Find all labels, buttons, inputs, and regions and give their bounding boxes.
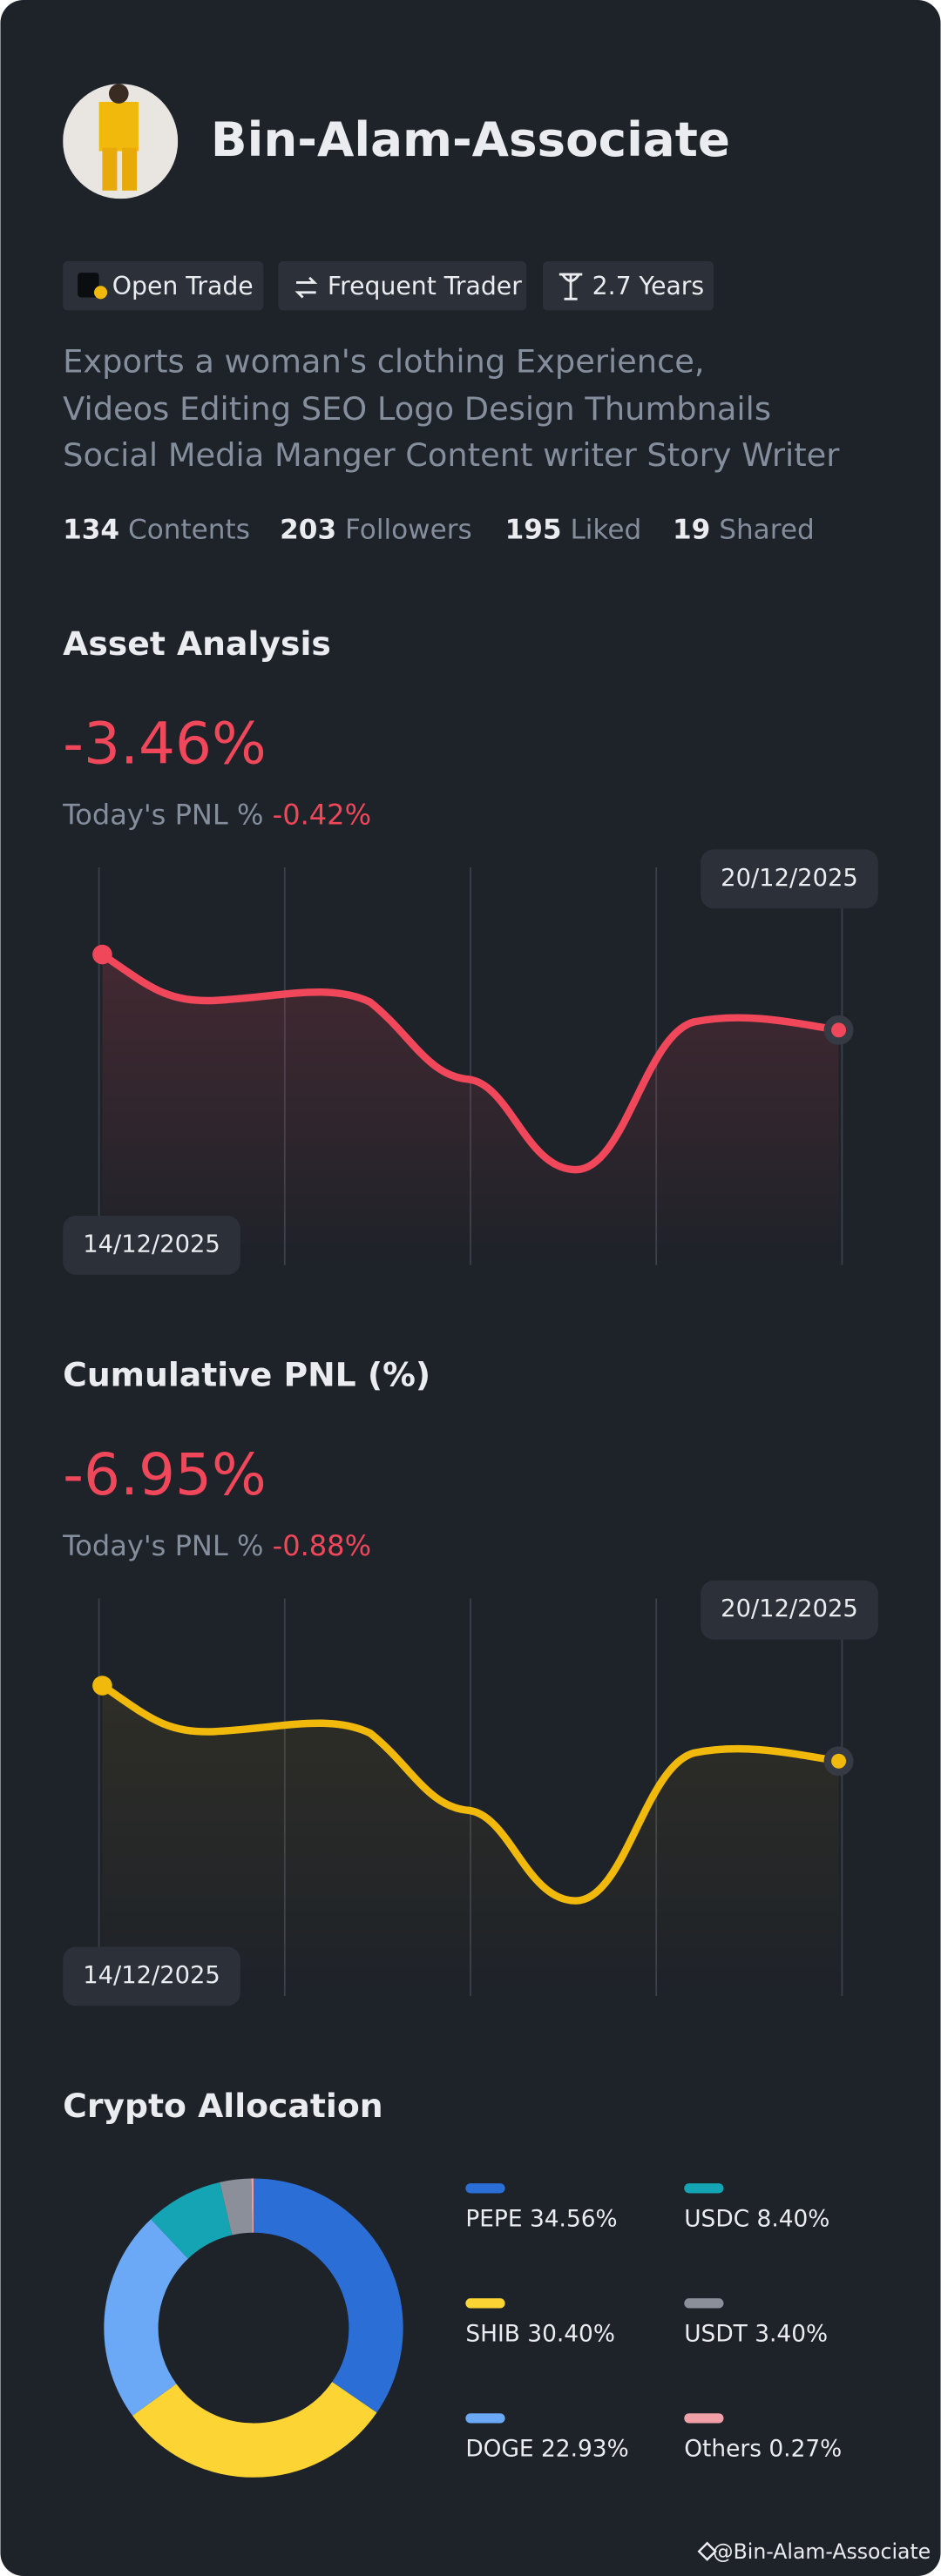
- curve-area: [102, 1685, 839, 1997]
- legend-entry: USDT 3.40%: [684, 2320, 828, 2347]
- today-label: Today's PNL %: [62, 799, 263, 832]
- legend-entry: Others 0.27%: [684, 2435, 842, 2462]
- start-date: 14/12/2025: [83, 1962, 220, 1989]
- start-dot: [92, 944, 112, 965]
- tag-icon: [294, 276, 318, 299]
- end-date: 20/12/2025: [721, 1595, 858, 1622]
- legend-swatch: [684, 2183, 724, 2194]
- curve-area: [102, 954, 839, 1265]
- tag-text: Open Trade: [112, 272, 254, 300]
- today-value: -0.88%: [273, 1529, 371, 1562]
- legend-value: 8.40%: [757, 2205, 830, 2232]
- donut: [104, 2178, 403, 2478]
- donut-segment: [104, 2178, 403, 2478]
- profile-name: Bin-Alam-Associate: [211, 111, 730, 167]
- legend-swatch: [684, 2413, 724, 2424]
- section-title: Asset Analysis: [63, 624, 331, 663]
- end-dot: [831, 1022, 847, 1038]
- footer: @Bin-Alam-Associate: [713, 2539, 931, 2564]
- legend-value: 3.40%: [755, 2320, 828, 2347]
- pnl-value: -6.95%: [63, 1441, 267, 1508]
- section-title: Crypto Allocation: [63, 2087, 382, 2125]
- today-label: Today's PNL %: [62, 1529, 263, 1562]
- stat-count: 203: [280, 514, 336, 545]
- tag-text: Frequent Trader: [328, 272, 522, 300]
- end-date: 20/12/2025: [721, 865, 858, 892]
- legend-entry: PEPE 34.56%: [465, 2205, 617, 2232]
- footer-icon: [697, 2541, 717, 2561]
- donut-segment: [104, 2178, 403, 2478]
- today-value: -0.42%: [273, 799, 371, 832]
- stat-label: Followers: [345, 514, 472, 545]
- stat[interactable]: 19 Shared: [673, 514, 815, 545]
- avatar[interactable]: [63, 84, 179, 199]
- cumulative-pnl: Cumulative PNL (%) -6.95% Today's PNL % -0…: [62, 1355, 878, 2006]
- date-tag: [63, 1215, 240, 1275]
- date-tag: [63, 1946, 240, 2006]
- today-pnl: Today's PNL % -0.88%: [62, 1529, 371, 1562]
- legend-entry: DOGE 22.93%: [465, 2435, 628, 2462]
- date-tag: [701, 1580, 878, 1640]
- section-title: Cumulative PNL (%): [63, 1355, 430, 1393]
- tag-text: 2.7 Years: [592, 272, 705, 300]
- tag-icon: [78, 273, 99, 298]
- legend-name: DOGE: [465, 2435, 533, 2462]
- legend-value: 0.27%: [768, 2435, 842, 2462]
- stat[interactable]: 134 Contents: [63, 514, 250, 545]
- start-date: 14/12/2025: [83, 1231, 220, 1258]
- legend: PEPE 34.56% USDC 8.40% SHIB 30.40% USDT 3.4…: [465, 2183, 842, 2462]
- tag: [278, 260, 527, 311]
- tag: [543, 260, 714, 311]
- tags: Open Trade Frequent Trader 2.7 Years: [63, 260, 714, 311]
- legend-entry: USDC 8.40%: [684, 2205, 829, 2232]
- stat-count: 195: [505, 514, 562, 545]
- legend-swatch: [465, 2413, 505, 2424]
- bio-line: Videos Editing SEO Logo Design Thumbnail…: [63, 390, 771, 428]
- stat-label: Liked: [570, 514, 641, 545]
- stat-label: Contents: [128, 514, 250, 545]
- stat[interactable]: 203 Followers: [280, 514, 472, 545]
- today-pnl: Today's PNL % -0.42%: [62, 799, 371, 832]
- tag-icon: [559, 273, 583, 300]
- legend-value: 34.56%: [530, 2205, 618, 2232]
- legend-name: SHIB: [465, 2320, 520, 2347]
- stat[interactable]: 195 Liked: [505, 514, 642, 545]
- legend-value: 30.40%: [527, 2320, 615, 2347]
- legend-swatch: [465, 2298, 505, 2309]
- stat-count: 19: [673, 514, 710, 545]
- tag: [63, 260, 264, 311]
- start-dot: [92, 1676, 112, 1696]
- date-tag: [701, 849, 878, 909]
- bio-line: Exports a woman's clothing Experience,: [63, 342, 704, 380]
- donut-segment: [104, 2178, 403, 2478]
- legend-swatch: [684, 2298, 724, 2309]
- bio-line: Social Media Manger Content writer Story…: [63, 436, 840, 474]
- end-dot: [831, 1753, 847, 1769]
- stats: 134 Contents 203 Followers 195 Liked 19 …: [63, 514, 815, 545]
- legend-value: 22.93%: [541, 2435, 629, 2462]
- stat-count: 134: [63, 514, 119, 545]
- legend-name: USDC: [684, 2205, 749, 2232]
- stat-label: Shared: [719, 514, 815, 545]
- asset-analysis: Asset Analysis -3.46% Today's PNL % -0.42%…: [62, 624, 878, 1275]
- legend-name: USDT: [684, 2320, 748, 2347]
- legend-entry: SHIB 30.40%: [465, 2320, 615, 2347]
- pnl-curve: [98, 1682, 843, 1905]
- legend-name: PEPE: [465, 2205, 522, 2232]
- pnl-value: -3.46%: [63, 710, 267, 777]
- legend-swatch: [465, 2183, 505, 2194]
- pnl-curve: [98, 950, 843, 1174]
- legend-name: Others: [684, 2435, 762, 2462]
